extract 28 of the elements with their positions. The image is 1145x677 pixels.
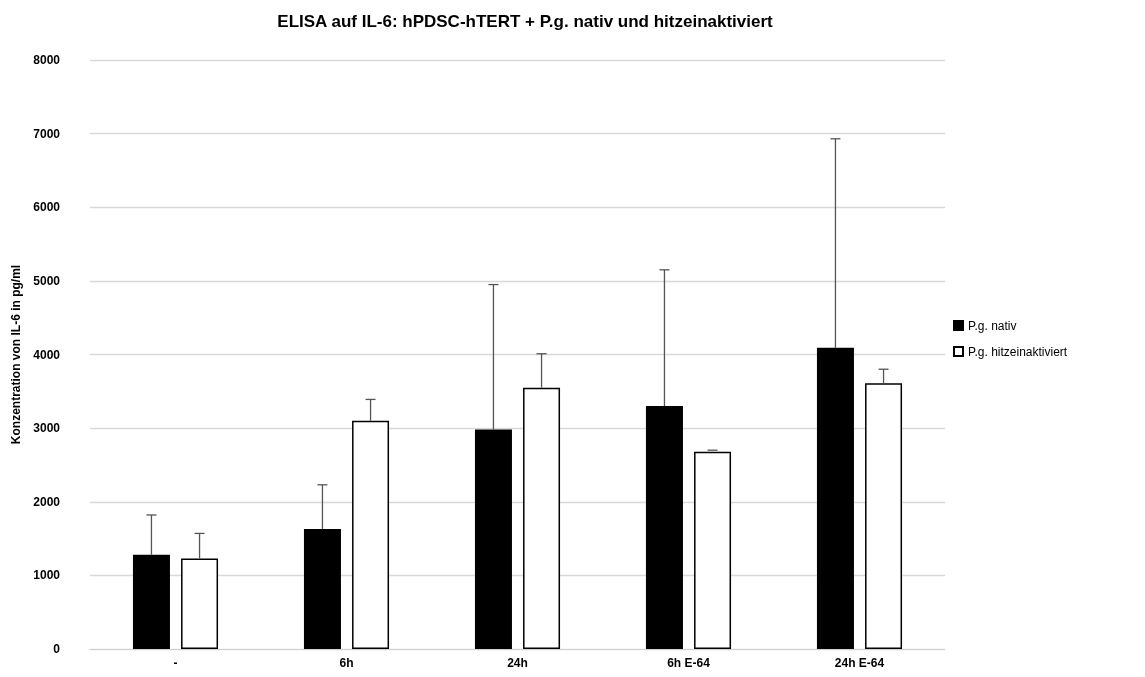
y-tick-label: 1000 (33, 568, 61, 583)
y-tick-label: 8000 (33, 53, 61, 67)
y-tick-label: 0 (53, 642, 61, 656)
bar (352, 420, 390, 649)
x-tick-label: 6h (339, 656, 354, 670)
chart-title: ELISA auf IL-6: hPDSC-hTERT + P.g. nativ und hitzeinaktiviert (277, 12, 774, 31)
x-tick-label: 24h (507, 656, 528, 670)
bar (303, 528, 341, 649)
y-axis-title: Konzentration von IL-6 in pg/ml (9, 264, 24, 445)
bar (865, 383, 903, 649)
y-tick-label: 3000 (33, 421, 61, 436)
bar (645, 406, 683, 649)
bar (181, 558, 219, 649)
legend-label: P.g. nativ (968, 318, 1017, 333)
x-tick-label: 6h E-64 (667, 656, 711, 670)
y-tick-label: 6000 (33, 200, 61, 215)
bar (132, 554, 170, 649)
bar (694, 451, 732, 649)
x-tick-label: - (173, 656, 178, 670)
y-tick-label: 2000 (33, 494, 61, 509)
y-tick-label: 7000 (33, 126, 61, 141)
x-tick-label: 24h E-64 (834, 656, 885, 670)
y-tick-label: 4000 (33, 347, 61, 362)
bar (816, 347, 854, 649)
y-tick-label: 5000 (33, 273, 61, 288)
bar (474, 429, 512, 649)
legend-label: P.g. hitzeinaktiviert (968, 344, 1068, 359)
bar (523, 387, 561, 649)
